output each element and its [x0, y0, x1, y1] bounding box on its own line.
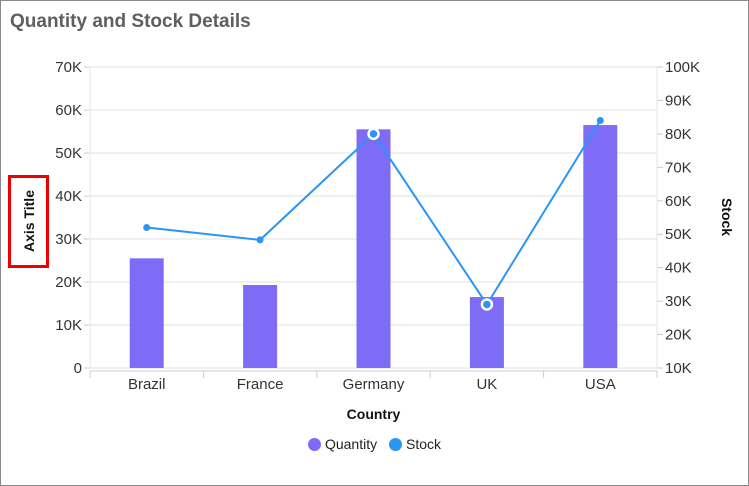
- y-tick-label: 20K: [55, 274, 82, 291]
- y2-tick-label: 60K: [665, 193, 692, 210]
- stock-point-germany: [367, 127, 380, 141]
- x-tick-label: France: [237, 376, 284, 393]
- bar-usa: [583, 125, 618, 368]
- y2-tick-label: 10K: [665, 360, 692, 377]
- y2-tick-label: 100K: [665, 59, 700, 76]
- x-tick-label: UK: [476, 376, 497, 393]
- y2-tick-label: 70K: [665, 159, 692, 176]
- y-tick-label: 0: [74, 360, 82, 377]
- y-tick-label: 40K: [55, 188, 82, 205]
- stock-point-brazil: [143, 224, 151, 232]
- chart-title: Quantity and Stock Details: [10, 11, 251, 32]
- y2-tick-label: 40K: [665, 260, 692, 277]
- y2-tick-label: 30K: [665, 293, 692, 310]
- stock-point-usa: [596, 117, 604, 125]
- stock-point-france: [256, 236, 264, 244]
- y-axis-title-highlight: [8, 175, 49, 268]
- y-tick-label: 60K: [55, 102, 82, 119]
- y2-tick-label: 20K: [665, 327, 692, 344]
- legend-marker-icon: [389, 437, 402, 451]
- x-tick-label: Germany: [343, 376, 405, 393]
- y2-tick-label: 90K: [665, 92, 692, 109]
- bar-france: [243, 285, 278, 368]
- y2-tick-label: 50K: [665, 226, 692, 243]
- stock-point-uk: [480, 298, 494, 311]
- legend-label: Quantity: [324, 436, 378, 452]
- y-tick-label: 70K: [55, 59, 82, 76]
- x-axis-title: Country: [347, 406, 401, 422]
- y2-tick-label: 80K: [665, 126, 692, 143]
- legend-item-quantity[interactable]: Quantity: [307, 436, 378, 452]
- legend-marker-icon: [307, 437, 321, 451]
- x-tick-label: Brazil: [128, 376, 166, 393]
- y2-axis-title: Stock: [719, 198, 735, 236]
- legend-label: Stock: [406, 436, 442, 452]
- bar-germany: [356, 129, 391, 368]
- legend: Quantity Stock: [0, 436, 749, 454]
- y-tick-label: 10K: [55, 317, 82, 334]
- y-axis-title: Axis Title: [21, 190, 37, 252]
- y-tick-label: 30K: [55, 231, 82, 248]
- x-tick-label: USA: [585, 376, 616, 393]
- legend-item-stock[interactable]: Stock: [389, 436, 441, 452]
- bar-brazil: [129, 258, 164, 368]
- y-tick-label: 50K: [55, 145, 82, 162]
